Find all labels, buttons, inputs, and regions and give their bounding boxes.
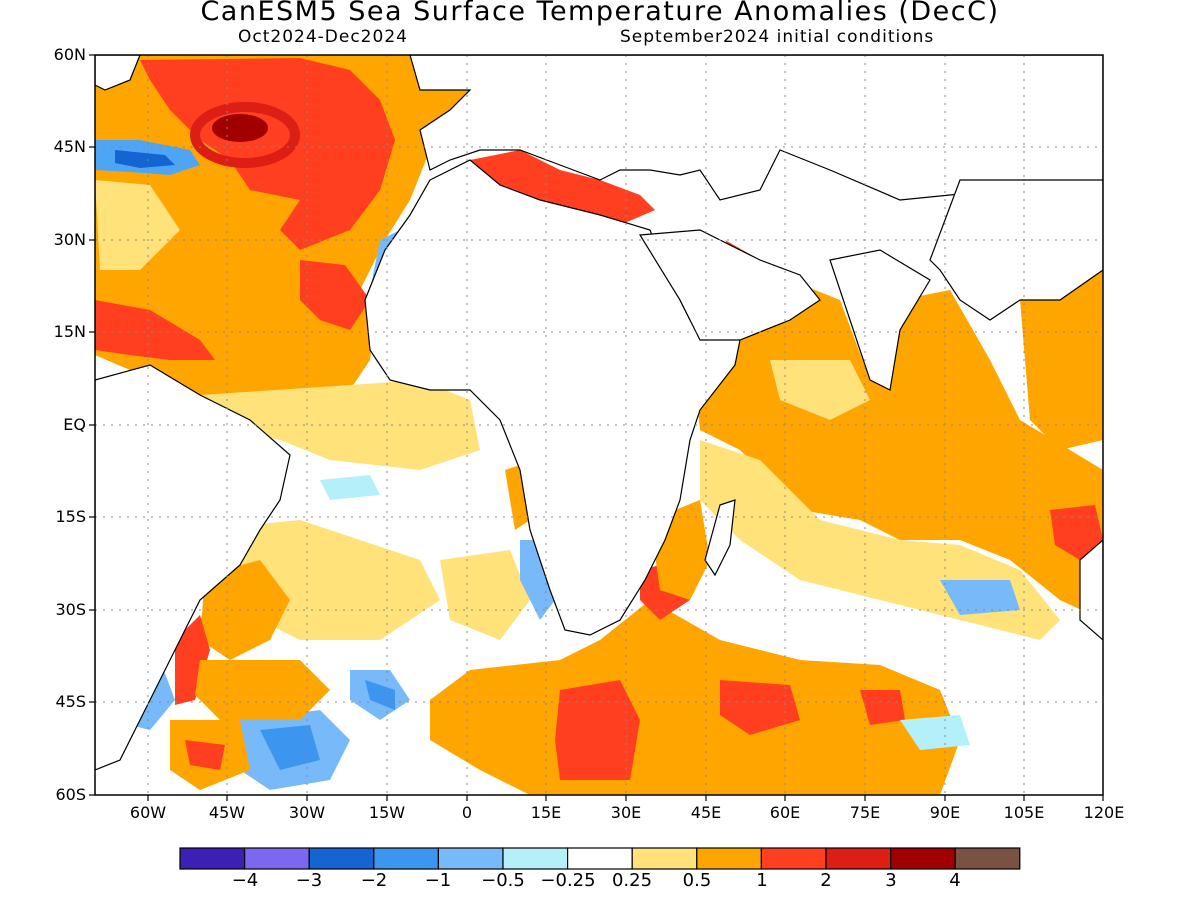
north-atlantic-core-south (300, 260, 370, 330)
caribbean-warm-core (95, 300, 215, 360)
lon-label-45e: 45E (690, 803, 722, 822)
lat-label-15s: 15S (55, 507, 86, 526)
tick-marks (89, 54, 1104, 801)
lat-label-60n: 60N (53, 45, 86, 64)
initial-conditions-note: September2024 initial conditions (620, 27, 935, 47)
lat-label-eq: EQ (63, 415, 86, 434)
map-title: CanESM5 Sea Surface Temperature Anomalie… (200, 0, 1000, 27)
colorbar-label-4: −1 (424, 870, 452, 891)
southern-ocean-warm-core-1 (555, 680, 640, 780)
lon-label-15e: 15E (530, 803, 562, 822)
arabian-sea-yellow (770, 360, 870, 420)
equatorial-atlantic-band (200, 380, 480, 470)
coastlines (95, 55, 1103, 771)
angola-warm-strip (505, 465, 530, 530)
lat-label-45n: 45N (53, 137, 86, 156)
gulf-stream-cool-core (115, 150, 175, 168)
colorbar-label-10: 2 (820, 870, 832, 891)
colorbar-label-9: 1 (756, 870, 768, 891)
south-indian-cool-spot (940, 580, 1020, 615)
lon-label-60w: 60W (129, 803, 167, 822)
south-atlantic-mid-cool (320, 475, 380, 500)
newfoundland-warm-ring (190, 102, 300, 168)
subtropical-yellow (95, 180, 180, 270)
south-atlantic-cool-patch-1-core (260, 725, 320, 770)
colorbar-label-8: 0.5 (682, 870, 712, 891)
lat-label-60s: 60S (55, 785, 86, 804)
southern-ocean-warm-core-3 (860, 690, 905, 725)
greenland-land (95, 55, 141, 91)
colorbar-label-2: −3 (295, 870, 323, 891)
colorbar-label-11: 3 (885, 870, 897, 891)
south-america-coast-warm (200, 560, 290, 660)
australia-land (1079, 539, 1103, 641)
lon-label-45w: 45W (208, 803, 246, 822)
indonesia-warm-field (1020, 270, 1103, 450)
newfoundland-warm-spot (212, 114, 268, 142)
india-land (829, 249, 931, 391)
arabia-land (638, 229, 821, 341)
lon-label-0: 0 (461, 803, 473, 822)
benguela-yellow (440, 550, 530, 640)
west-australia-warm-core (1050, 505, 1103, 560)
brazil-malvinas-confluence (175, 615, 210, 705)
lat-label-45s: 45S (55, 692, 86, 711)
colorbar-label-6: −0.25 (540, 870, 596, 891)
colorbar-label-7: 0.25 (611, 870, 653, 891)
lon-label-120e: 120E (1083, 803, 1125, 822)
madagascar-land (704, 499, 736, 577)
lat-label-15n: 15N (53, 322, 86, 341)
southeast-asia-land (929, 179, 1103, 321)
lon-label-60e: 60E (769, 803, 801, 822)
south-atlantic-warm-ring (195, 660, 330, 720)
colorbar-label-5: −0.5 (481, 870, 525, 891)
lat-label-30s: 30S (55, 600, 86, 619)
colorbar-label-1: −4 (231, 870, 259, 891)
south-america-land (95, 364, 291, 771)
lon-label-15w: 15W (368, 803, 406, 822)
southern-ocean-warm-core-2 (720, 680, 800, 735)
lon-label-75e: 75E (849, 803, 881, 822)
south-indian-cool-patch (900, 715, 970, 750)
grid (95, 55, 1103, 795)
lon-label-30w: 30W (288, 803, 326, 822)
north-atlantic-warm-core (140, 58, 395, 250)
lon-label-30e: 30E (610, 803, 642, 822)
lat-label-30n: 30N (53, 230, 86, 249)
south-atlantic-warm-south-core (185, 740, 225, 770)
forecast-period: Oct2024-Dec2024 (238, 27, 408, 47)
mediterranean-warm (470, 150, 655, 230)
lon-label-90e: 90E (929, 803, 961, 822)
lon-label-105e: 105E (1003, 803, 1045, 822)
colorbar-label-12: 4 (949, 870, 961, 891)
colorbar-label-3: −2 (360, 870, 388, 891)
